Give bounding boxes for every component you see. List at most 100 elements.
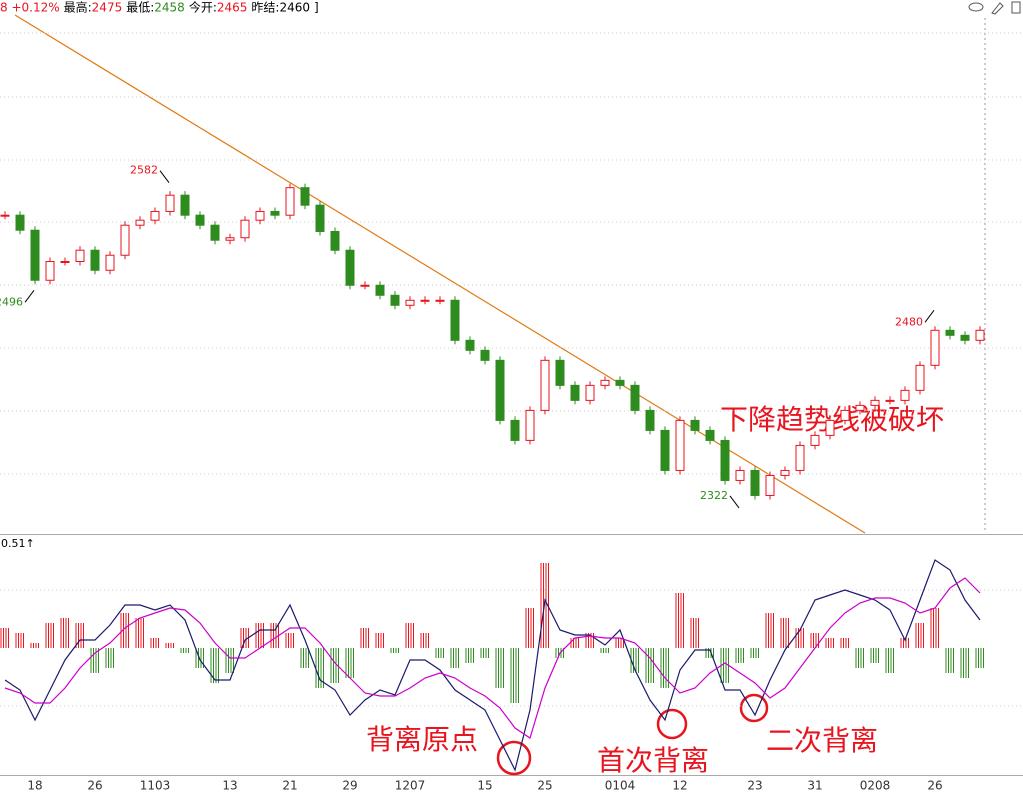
x-tick-label: 12: [672, 779, 687, 793]
candle: [720, 439, 730, 481]
candle: [705, 429, 715, 441]
header-item: 2475: [92, 1, 123, 15]
candle: [435, 299, 445, 302]
candle: [495, 359, 505, 421]
candle: [510, 419, 520, 441]
candle: [645, 409, 655, 431]
candle: [675, 419, 685, 471]
x-tick-label: 26: [927, 779, 942, 793]
header-item: 2460: [279, 1, 310, 15]
header-item: 最高:: [64, 0, 92, 15]
candle: [90, 249, 100, 271]
candle: [810, 434, 820, 446]
price-label: 2480: [895, 315, 923, 328]
macd-line: [4, 559, 981, 772]
candle: [390, 294, 400, 306]
header: 8 +0.12% 最高: 2475 最低: 2458 今开: 2465 昨结: 2460]: [0, 0, 319, 15]
candle: [150, 210, 160, 221]
price-arrow: [729, 495, 740, 509]
candle: [690, 419, 700, 431]
candle: [0, 214, 10, 217]
x-tick-label: 21: [282, 779, 297, 793]
candle: [735, 469, 745, 481]
price-arrow: [24, 289, 35, 303]
candle: [375, 284, 385, 296]
candle: [885, 399, 895, 402]
candle: [615, 379, 625, 386]
header-item: 8 +0.12%: [0, 1, 60, 15]
candle: [480, 349, 490, 361]
candle: [255, 210, 265, 221]
price-label: 2322: [700, 489, 728, 502]
candle: [780, 469, 790, 476]
candle: [915, 364, 925, 391]
annotation: 首次背离: [597, 744, 709, 777]
x-tick-label: 23: [747, 779, 762, 793]
candle: [840, 409, 850, 421]
candle: [405, 299, 415, 306]
x-tick-label: 29: [342, 779, 357, 793]
candle: [465, 339, 475, 351]
x-tick-label: 31: [807, 779, 822, 793]
candle: [105, 254, 115, 271]
candle: [555, 359, 565, 386]
candle: [315, 204, 325, 232]
candle: [195, 214, 205, 226]
candle: [360, 284, 370, 287]
candle: [975, 329, 985, 341]
macd-line: [4, 577, 981, 739]
header-item: 最低:: [126, 1, 154, 15]
header-item: 今开:: [189, 0, 217, 15]
candle: [60, 260, 70, 263]
candle: [855, 404, 865, 411]
candle: [525, 409, 535, 441]
candle: [450, 299, 460, 341]
candle: [600, 379, 610, 386]
price-label: 2582: [130, 164, 158, 177]
candle: [945, 329, 955, 336]
candle: [240, 219, 250, 239]
candle: [420, 299, 430, 302]
x-tick-label: 1207: [395, 779, 426, 793]
candle: [585, 384, 595, 401]
candle: [870, 399, 880, 406]
candle: [570, 384, 580, 401]
candle: [75, 249, 85, 262]
candle: [135, 219, 145, 226]
annotation: 背离原点: [366, 723, 478, 756]
x-tick-label: 1103: [140, 779, 171, 793]
candle: [120, 224, 130, 256]
candle: [270, 210, 280, 216]
candle: [540, 359, 550, 411]
candle: [165, 194, 175, 212]
x-tick-label: 0208: [860, 779, 891, 793]
candle: [345, 249, 355, 286]
highlight-circles: [496, 693, 769, 776]
header-item: 2458: [154, 1, 185, 15]
x-tick-label: 0104: [605, 779, 636, 793]
candle: [210, 224, 220, 241]
x-tick-label: 26: [87, 779, 102, 793]
price-arrow: [924, 309, 935, 323]
candle: [225, 237, 235, 241]
x-tick-label: 15: [477, 779, 492, 793]
candle: [330, 230, 340, 251]
toolbar-icons: [968, 1, 1021, 15]
candle: [825, 419, 835, 436]
candle: [300, 187, 310, 206]
x-tick-label: 13: [222, 779, 237, 793]
candle: [630, 384, 640, 411]
candle: [285, 187, 295, 216]
candle: [660, 429, 670, 471]
header-item: 昨结:: [251, 1, 279, 15]
candle: [765, 474, 775, 496]
candle: [45, 260, 55, 281]
candle: [900, 389, 910, 401]
price-arrow: [159, 170, 170, 183]
macd-label: 0.51↑: [1, 537, 35, 550]
candle: [930, 329, 940, 366]
annotation: 二次背离: [766, 724, 878, 757]
candle: [180, 194, 190, 216]
